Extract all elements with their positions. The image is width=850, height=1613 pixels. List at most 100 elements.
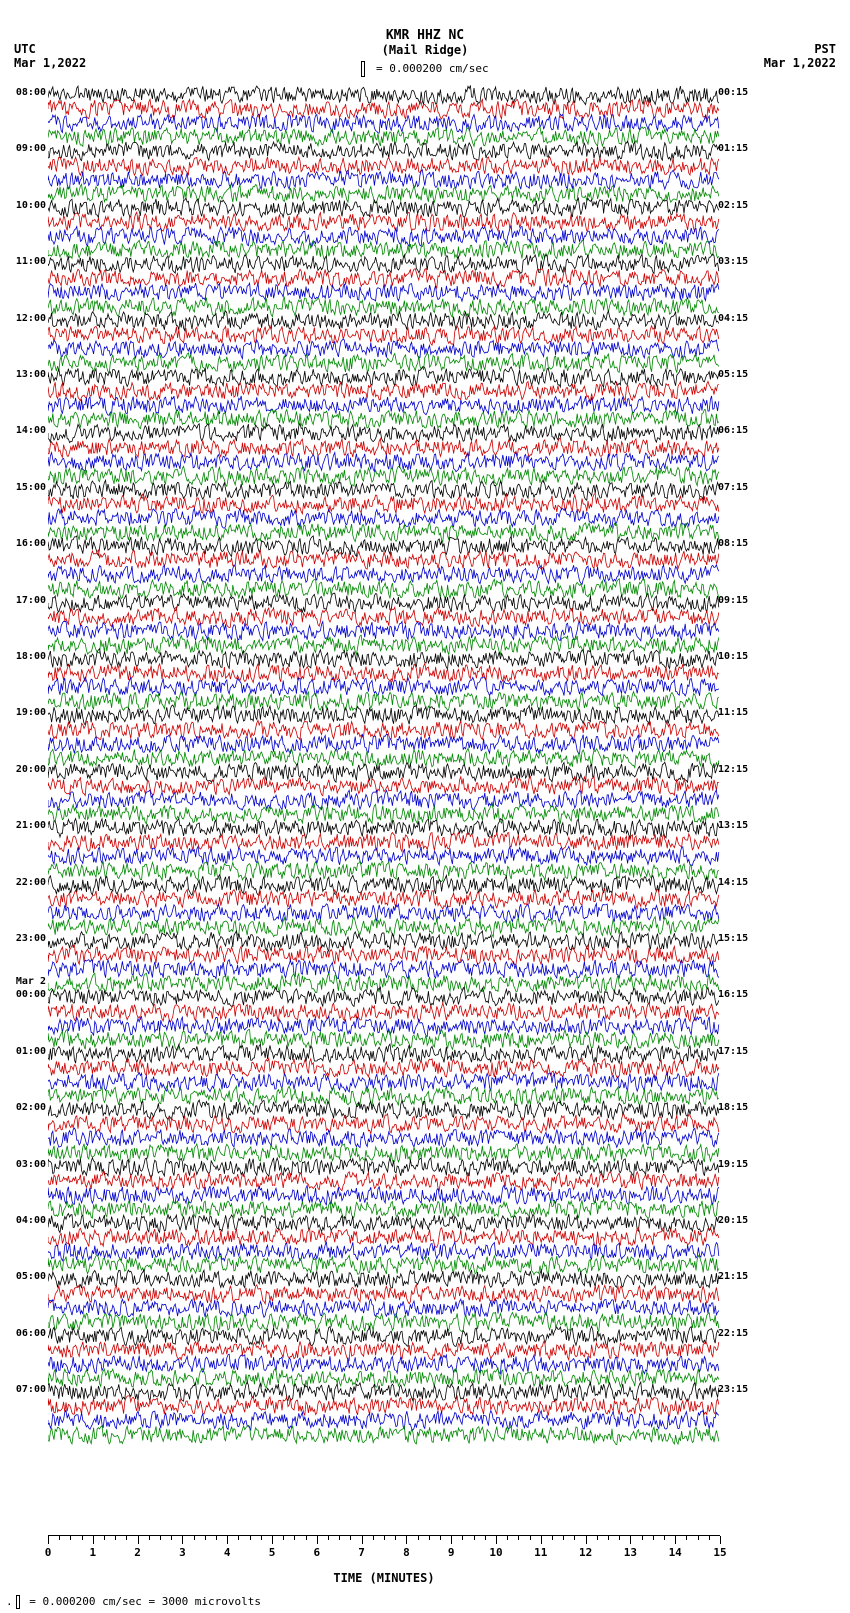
pst-time-label: 09:15 xyxy=(718,595,762,606)
x-tick-minor xyxy=(126,1536,127,1540)
x-tick-minor xyxy=(294,1536,295,1540)
pst-time-label: 23:15 xyxy=(718,1384,762,1395)
x-tick-label: 6 xyxy=(313,1546,320,1559)
x-tick-minor xyxy=(552,1536,553,1540)
utc-time-label: 11:00 xyxy=(2,256,46,267)
x-tick-minor xyxy=(339,1536,340,1540)
footer-bar-icon xyxy=(16,1595,20,1609)
x-tick-major xyxy=(362,1536,363,1544)
x-axis-line: 0123456789101112131415 xyxy=(48,1535,720,1536)
utc-time-label: 13:00 xyxy=(2,369,46,380)
x-tick-major xyxy=(138,1536,139,1544)
x-tick-minor xyxy=(395,1536,396,1540)
x-tick-minor xyxy=(507,1536,508,1540)
date-left-label: Mar 1,2022 xyxy=(14,56,86,70)
scale-bar-icon xyxy=(361,61,365,77)
x-axis-title: TIME (MINUTES) xyxy=(48,1571,720,1585)
pst-time-label: 12:15 xyxy=(718,764,762,775)
utc-time-label: 01:00 xyxy=(2,1046,46,1057)
x-tick-minor xyxy=(306,1536,307,1540)
utc-time-label: 17:00 xyxy=(2,595,46,606)
x-tick-major xyxy=(675,1536,676,1544)
x-tick-major xyxy=(586,1536,587,1544)
x-tick-label: 0 xyxy=(45,1546,52,1559)
footer-prefix-dot: . xyxy=(6,1595,13,1608)
x-tick-major xyxy=(93,1536,94,1544)
x-tick-major xyxy=(720,1536,721,1544)
seismogram-container: KMR HHZ NC (Mail Ridge) = 0.000200 cm/se… xyxy=(0,0,850,1613)
header: KMR HHZ NC (Mail Ridge) xyxy=(0,0,850,57)
x-tick-minor xyxy=(328,1536,329,1540)
x-tick-minor xyxy=(474,1536,475,1540)
footer-scale: . = 0.000200 cm/sec = 3000 microvolts xyxy=(6,1595,261,1609)
utc-time-label: 12:00 xyxy=(2,313,46,324)
x-tick-label: 15 xyxy=(713,1546,726,1559)
x-tick-minor xyxy=(149,1536,150,1540)
pst-time-label: 06:15 xyxy=(718,425,762,436)
x-tick-minor xyxy=(171,1536,172,1540)
x-tick-minor xyxy=(115,1536,116,1540)
footer-text: = 0.000200 cm/sec = 3000 microvolts xyxy=(23,1595,261,1608)
x-tick-label: 12 xyxy=(579,1546,592,1559)
pst-time-label: 10:15 xyxy=(718,651,762,662)
x-tick-minor xyxy=(619,1536,620,1540)
x-tick-minor xyxy=(518,1536,519,1540)
utc-time-label: 20:00 xyxy=(2,764,46,775)
pst-time-label: 21:15 xyxy=(718,1271,762,1282)
x-tick-minor xyxy=(250,1536,251,1540)
x-tick-major xyxy=(496,1536,497,1544)
scale-indicator: = 0.000200 cm/sec xyxy=(0,61,850,77)
x-tick-minor xyxy=(664,1536,665,1540)
x-tick-major xyxy=(317,1536,318,1544)
tz-right-label: PST xyxy=(814,42,836,56)
pst-time-label: 22:15 xyxy=(718,1328,762,1339)
pst-time-label: 16:15 xyxy=(718,989,762,1000)
waveform-path xyxy=(48,1425,719,1444)
pst-time-label: 03:15 xyxy=(718,256,762,267)
x-tick-label: 10 xyxy=(489,1546,502,1559)
x-tick-minor xyxy=(384,1536,385,1540)
pst-time-label: 02:15 xyxy=(718,200,762,211)
pst-time-label: 18:15 xyxy=(718,1102,762,1113)
x-tick-minor xyxy=(104,1536,105,1540)
utc-time-label: 22:00 xyxy=(2,877,46,888)
x-tick-label: 8 xyxy=(403,1546,410,1559)
x-tick-minor xyxy=(530,1536,531,1540)
x-axis: 0123456789101112131415 xyxy=(48,1535,720,1565)
x-tick-major xyxy=(227,1536,228,1544)
x-tick-minor xyxy=(70,1536,71,1540)
x-tick-label: 13 xyxy=(624,1546,637,1559)
pst-time-label: 20:15 xyxy=(718,1215,762,1226)
pst-time-label: 01:15 xyxy=(718,143,762,154)
x-tick-minor xyxy=(160,1536,161,1540)
pst-time-label: 13:15 xyxy=(718,820,762,831)
utc-time-label: 23:00 xyxy=(2,933,46,944)
utc-time-label: 18:00 xyxy=(2,651,46,662)
pst-time-label: 11:15 xyxy=(718,707,762,718)
scale-text: = 0.000200 cm/sec xyxy=(369,62,488,75)
x-tick-minor xyxy=(283,1536,284,1540)
x-tick-minor xyxy=(216,1536,217,1540)
x-tick-label: 5 xyxy=(269,1546,276,1559)
x-tick-label: 7 xyxy=(358,1546,365,1559)
x-tick-minor xyxy=(653,1536,654,1540)
x-tick-major xyxy=(272,1536,273,1544)
pst-time-label: 15:15 xyxy=(718,933,762,944)
x-tick-minor xyxy=(82,1536,83,1540)
station-code: KMR HHZ NC xyxy=(0,28,850,43)
pst-time-label: 05:15 xyxy=(718,369,762,380)
trace-row xyxy=(48,1428,720,1442)
trace-svg xyxy=(48,1421,720,1449)
x-tick-label: 2 xyxy=(134,1546,141,1559)
x-tick-label: 3 xyxy=(179,1546,186,1559)
x-tick-label: 1 xyxy=(89,1546,96,1559)
pst-time-label: 14:15 xyxy=(718,877,762,888)
pst-time-label: 07:15 xyxy=(718,482,762,493)
x-tick-major xyxy=(541,1536,542,1544)
utc-time-label: 09:00 xyxy=(2,143,46,154)
x-tick-minor xyxy=(698,1536,699,1540)
utc-time-label: 07:00 xyxy=(2,1384,46,1395)
x-tick-minor xyxy=(59,1536,60,1540)
x-tick-minor xyxy=(563,1536,564,1540)
utc-time-label: 10:00 xyxy=(2,200,46,211)
